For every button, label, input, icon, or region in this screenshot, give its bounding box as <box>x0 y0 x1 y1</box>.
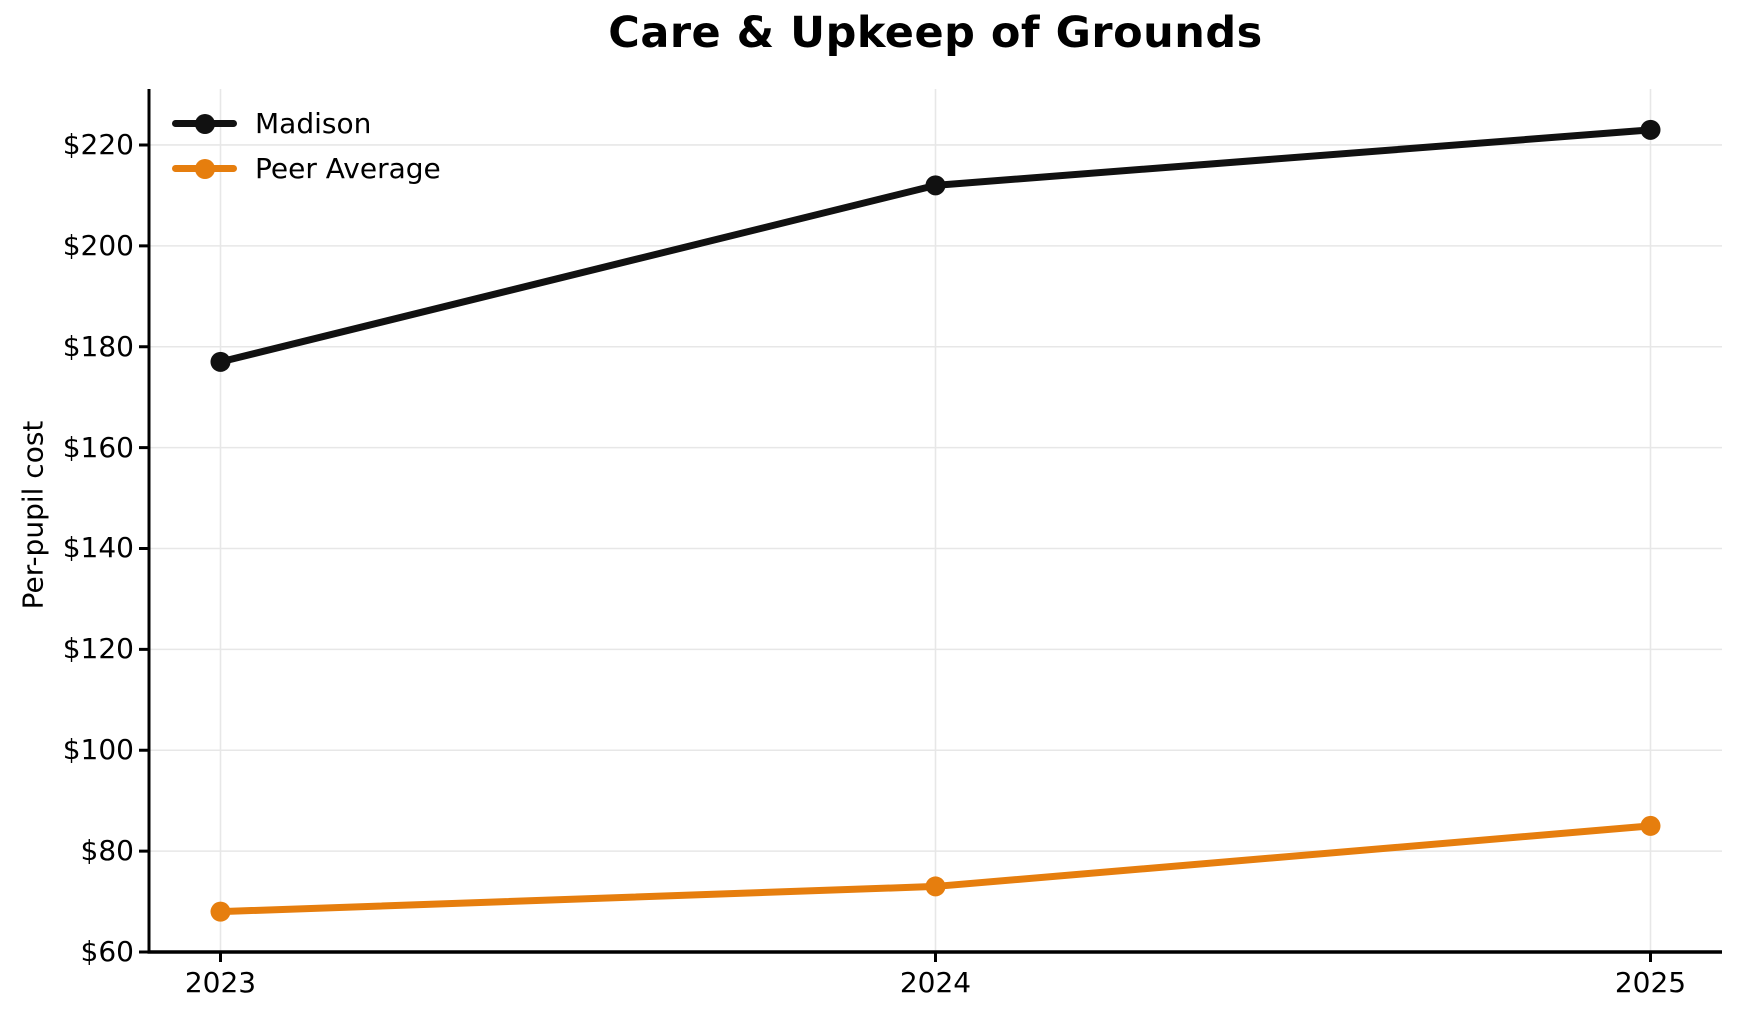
y-tick-label: $80 <box>80 834 134 868</box>
legend-item-madison: Madison <box>172 101 441 146</box>
legend-label-madison: Madison <box>255 107 372 140</box>
y-tick-label: $220 <box>62 127 134 161</box>
y-tick-label: $60 <box>80 935 134 968</box>
x-tick-label: 2024 <box>899 966 972 999</box>
chart-title: Care & Upkeep of Grounds <box>608 8 1263 58</box>
legend-label-peer-average: Peer Average <box>255 152 441 185</box>
data-point-marker-madison <box>1640 119 1661 140</box>
peer-average-marker-swatch <box>194 158 215 179</box>
data-point-marker-madison <box>925 175 946 196</box>
y-tick-label: $180 <box>62 329 134 363</box>
peer-average-line-swatch <box>172 158 237 179</box>
y-tick-label: $140 <box>62 531 134 565</box>
x-tick-label: 2025 <box>1614 966 1687 999</box>
y-tick-label: $120 <box>62 632 134 666</box>
x-tick-label: 2023 <box>184 966 257 999</box>
data-point-marker-madison <box>210 351 231 372</box>
data-point-marker-peer-average <box>1640 815 1661 836</box>
legend-item-peer-average: Peer Average <box>172 146 441 191</box>
madison-marker-swatch <box>194 113 215 134</box>
y-tick-label: $160 <box>62 430 134 464</box>
y-tick-label: $100 <box>62 733 134 767</box>
data-point-marker-peer-average <box>925 876 946 897</box>
y-tick-label: $200 <box>62 228 134 262</box>
data-point-marker-peer-average <box>210 901 231 922</box>
legend: Madison Peer Average <box>172 101 441 191</box>
madison-line-swatch <box>172 113 237 134</box>
